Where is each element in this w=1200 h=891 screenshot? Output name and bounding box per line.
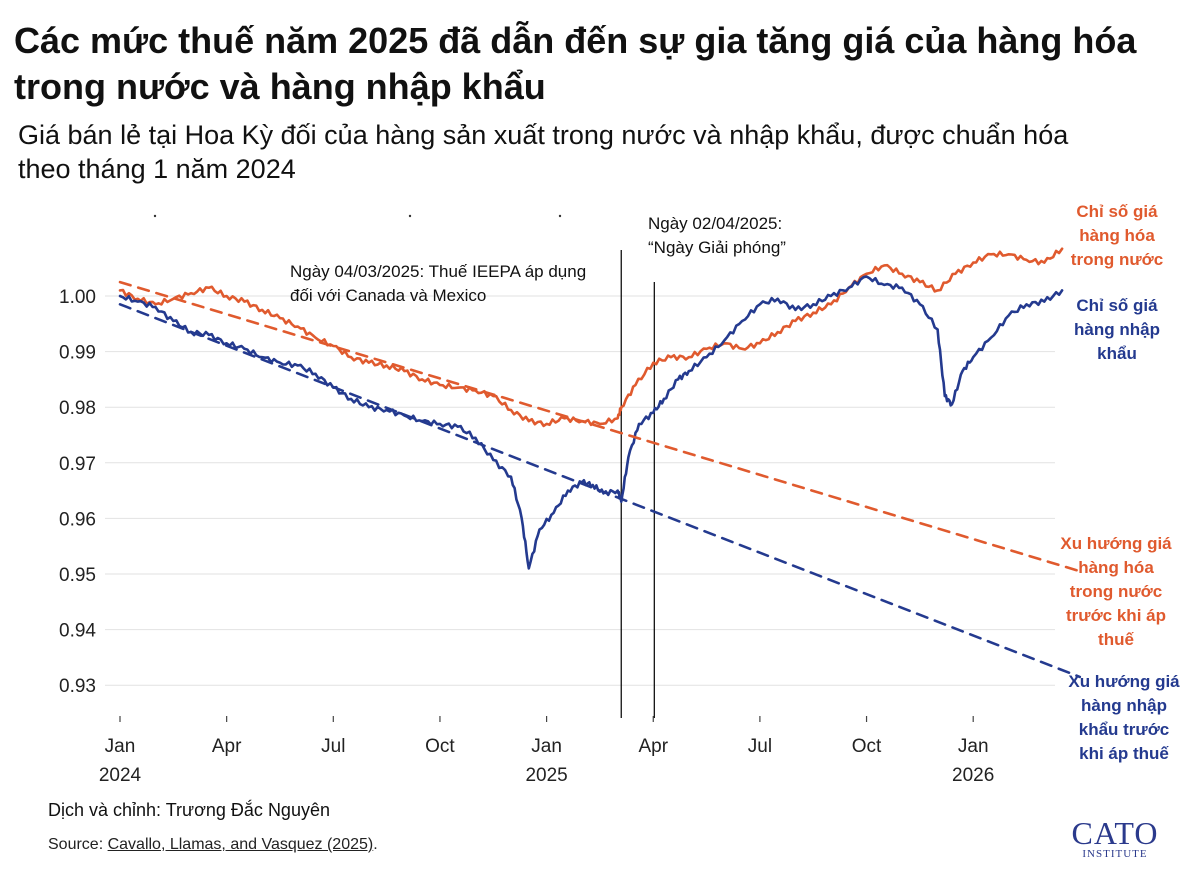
x-tick-label: Apr (212, 736, 242, 757)
x-tick-label: Jan (531, 736, 562, 757)
x-tick-label: Oct (425, 736, 455, 757)
label-imported-index-line1: Chỉ số giá (1076, 296, 1158, 315)
label-imported-trend: Xu hướng giá hàng nhập khẩu trước khi áp… (1054, 670, 1194, 766)
y-tick-label: 1.00 (59, 287, 96, 308)
y-tick-label: 0.99 (59, 343, 96, 364)
series-domestic-index-line (118, 247, 1064, 428)
label-domestic-index-line1: Chỉ số giá (1076, 202, 1158, 221)
x-tick-label: Jan (958, 736, 989, 757)
label-domestic-index-line3: trong nước (1070, 250, 1164, 269)
label-domestic-trend-line3: trong nước (1069, 582, 1163, 601)
annotation-liberation-day: Ngày 02/04/2025: “Ngày Giải phóng” (648, 212, 848, 260)
source-note: Source: Cavallo, Llamas, and Vasquez (20… (48, 836, 378, 854)
label-domestic-trend-line1: Xu hướng giá (1060, 534, 1172, 553)
cato-logo: CATO INSTITUTE (1060, 815, 1170, 860)
source-prefix: Source: (48, 836, 108, 853)
label-domestic-trend: Xu hướng giá hàng hóa trong nước trước k… (1048, 532, 1184, 652)
label-imported-trend-line2: hàng nhập (1081, 696, 1167, 715)
chart-subtitle: Giá bán lẻ tại Hoa Kỳ đối của hàng sản x… (18, 120, 1069, 184)
label-domestic-trend-line2: hàng hóa (1078, 558, 1154, 577)
source-link[interactable]: Cavallo, Llamas, and Vasquez (2025) (107, 836, 374, 853)
x-tick-label: Jul (321, 736, 345, 757)
chart-title: Các mức thuế năm 2025 đã dẫn đến sự gia … (14, 20, 1137, 107)
y-tick-label: 0.98 (59, 398, 96, 419)
x-tick-year-label: 2024 (99, 765, 142, 786)
x-tick-label: Oct (852, 736, 882, 757)
annotation-liberation-day-line1: Ngày 02/04/2025: (648, 214, 783, 233)
label-imported-index-line2: hàng nhập (1074, 320, 1160, 339)
x-tick-year-label: 2026 (952, 765, 994, 786)
cato-logo-main: CATO (1071, 815, 1159, 851)
x-tick-label: Apr (638, 736, 668, 757)
label-domestic-index: Chỉ số giá hàng hóa trong nước (1050, 200, 1184, 272)
x-tick-label: Jul (748, 736, 772, 757)
series-domestic-trend-line (118, 280, 1082, 573)
y-tick-label: 0.95 (59, 565, 96, 586)
label-domestic-trend-line4: trước khi áp (1066, 606, 1166, 625)
label-imported-trend-line3: khẩu trước (1078, 720, 1170, 739)
source-suffix: . (373, 836, 378, 853)
label-imported-trend-line4: khi áp thuế (1079, 744, 1169, 763)
cato-logo-sub: INSTITUTE (1082, 848, 1148, 860)
x-tick-year-label: 2025 (525, 765, 567, 786)
annotation-ieepa: Ngày 04/03/2025: Thuế IEEPA áp dụng đối … (290, 262, 587, 305)
top-dot-mark (558, 214, 562, 218)
y-tick-label: 0.96 (59, 509, 96, 530)
label-imported-index-line3: khẩu (1097, 344, 1137, 363)
label-imported-trend-line1: Xu hướng giá (1068, 672, 1180, 691)
y-tick-label: 0.93 (59, 676, 96, 697)
annotation-liberation-day-line2: “Ngày Giải phóng” (648, 238, 786, 257)
y-tick-label: 0.97 (59, 454, 96, 475)
label-domestic-index-line2: hàng hóa (1079, 226, 1155, 245)
x-tick-label: Jan (105, 736, 136, 757)
translation-credit: Dịch và chỉnh: Trương Đắc Nguyên (48, 800, 330, 820)
series-imported-trend-line (118, 303, 1082, 679)
series-imported-index-line (118, 275, 1064, 570)
top-dot-mark (408, 214, 412, 218)
label-domestic-trend-line5: thuế (1098, 630, 1134, 649)
top-dot-mark (153, 214, 157, 218)
y-tick-label: 0.94 (59, 621, 96, 642)
label-imported-index: Chỉ số giá hàng nhập khẩu (1050, 294, 1184, 366)
